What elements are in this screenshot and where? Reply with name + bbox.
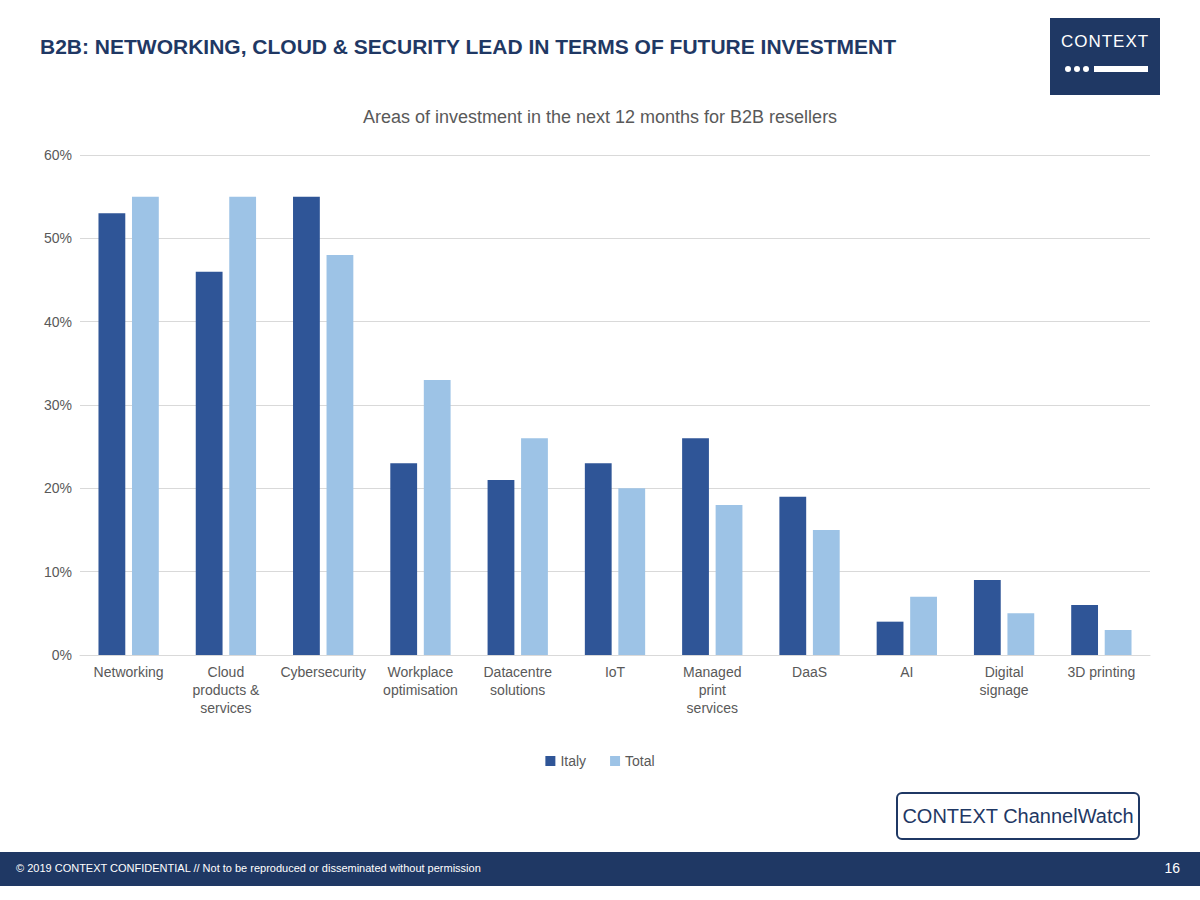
svg-text:print: print	[699, 682, 726, 698]
svg-text:Areas of investment in the nex: Areas of investment in the next 12 month…	[363, 107, 837, 127]
svg-text:Managed: Managed	[683, 664, 741, 680]
svg-text:solutions: solutions	[490, 682, 545, 698]
svg-text:Italy: Italy	[560, 753, 586, 769]
svg-text:3D printing: 3D printing	[1068, 664, 1136, 680]
svg-text:AI: AI	[900, 664, 913, 680]
svg-text:products &: products &	[192, 682, 260, 698]
svg-text:services: services	[687, 700, 738, 716]
svg-text:30%: 30%	[44, 397, 72, 413]
svg-text:signage: signage	[980, 682, 1029, 698]
html-text:CONTEXT ChannelWatch: CONTEXT ChannelWatch	[902, 805, 1134, 827]
svg-text:60%: 60%	[44, 147, 72, 163]
svg-text:40%: 40%	[44, 314, 72, 330]
svg-text:50%: 50%	[44, 230, 72, 246]
svg-text:Total: Total	[625, 753, 655, 769]
html-text:B2B: NETWORKING, CLOUD & SECUR: B2B: NETWORKING, CLOUD & SECURITY LEAD I…	[40, 35, 896, 58]
svg-text:Cloud: Cloud	[208, 664, 245, 680]
html-text:CONTEXT: CONTEXT	[1060, 32, 1150, 51]
svg-text:Datacentre: Datacentre	[483, 664, 552, 680]
svg-text:IoT: IoT	[605, 664, 626, 680]
svg-text:Networking: Networking	[94, 664, 164, 680]
svg-text:DaaS: DaaS	[792, 664, 827, 680]
svg-text:20%: 20%	[44, 480, 72, 496]
svg-text:10%: 10%	[44, 564, 72, 580]
html-text:© 2019 CONTEXT CONFIDENTIAL //: © 2019 CONTEXT CONFIDENTIAL // Not to be…	[16, 862, 481, 874]
html-text:16: 16	[1164, 860, 1180, 876]
svg-text:Cybersecurity: Cybersecurity	[280, 664, 366, 680]
svg-text:optimisation: optimisation	[383, 682, 458, 698]
svg-text:Workplace: Workplace	[388, 664, 454, 680]
svg-text:Digital: Digital	[985, 664, 1024, 680]
svg-text:services: services	[200, 700, 251, 716]
svg-text:0%: 0%	[52, 647, 72, 663]
